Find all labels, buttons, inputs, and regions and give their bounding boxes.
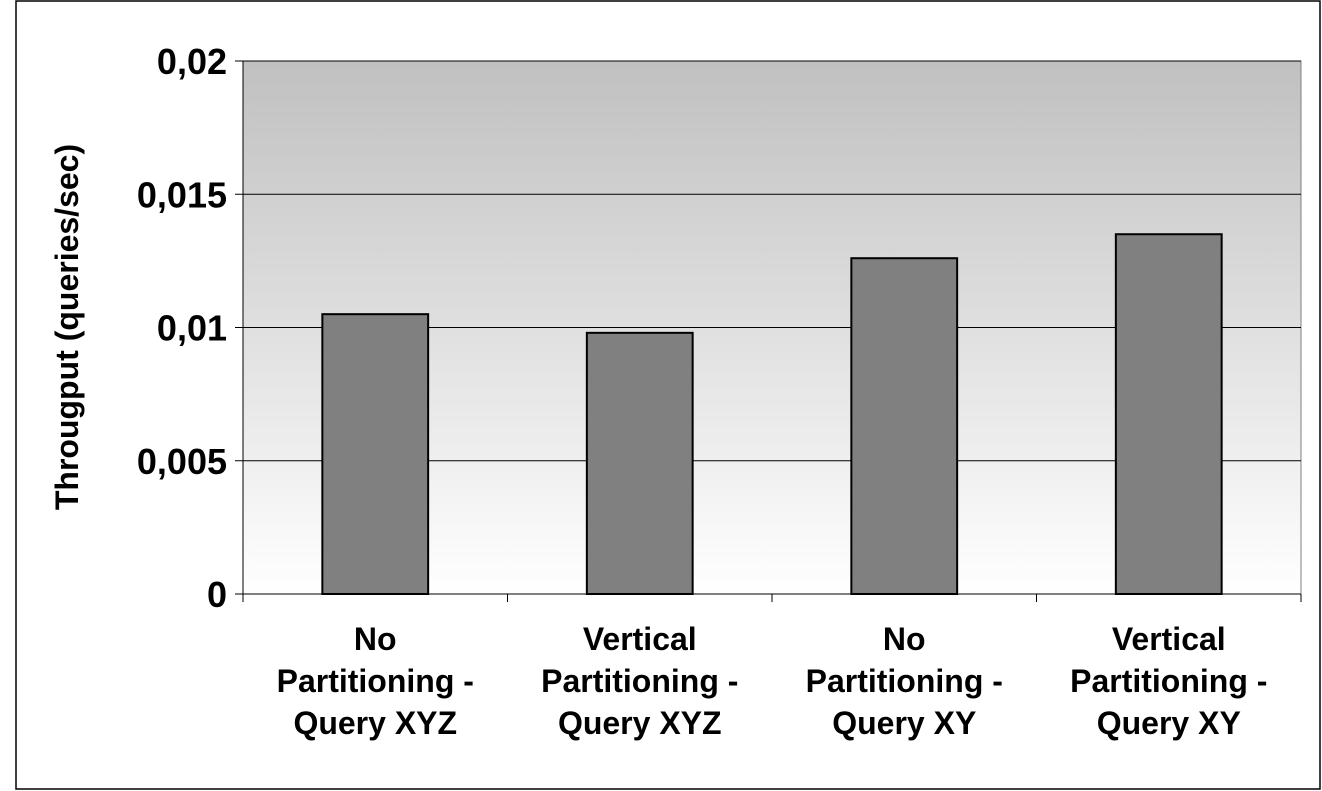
y-tick-label: 0,005 (137, 441, 227, 482)
y-tick-label: 0 (207, 574, 227, 615)
bar (321, 313, 430, 595)
axes (235, 60, 1302, 602)
x-category-label: No Partitioning -Query XYZ (277, 621, 474, 741)
y-tick-label: 0,015 (137, 174, 227, 215)
y-tick-label: 0,01 (157, 308, 227, 349)
bars (321, 233, 1223, 595)
x-category-label: Vertical Partitioning -Query XY (1070, 621, 1267, 741)
y-tick-labels: 0 0,005 0,01 0,015 0,02 (137, 41, 227, 615)
bar (1114, 233, 1223, 595)
x-category-label: Vertical Partitioning -Query XYZ (541, 621, 738, 741)
y-tick-label: 0,02 (157, 41, 227, 82)
x-category-label: No Partitioning -Query XY (806, 621, 1003, 741)
x-category-labels: No Partitioning -Query XYZ Vertical Partiti… (277, 621, 1268, 741)
bar (585, 331, 694, 595)
bar (850, 257, 959, 595)
y-axis-title: Througput (queries/sec) (49, 144, 85, 510)
